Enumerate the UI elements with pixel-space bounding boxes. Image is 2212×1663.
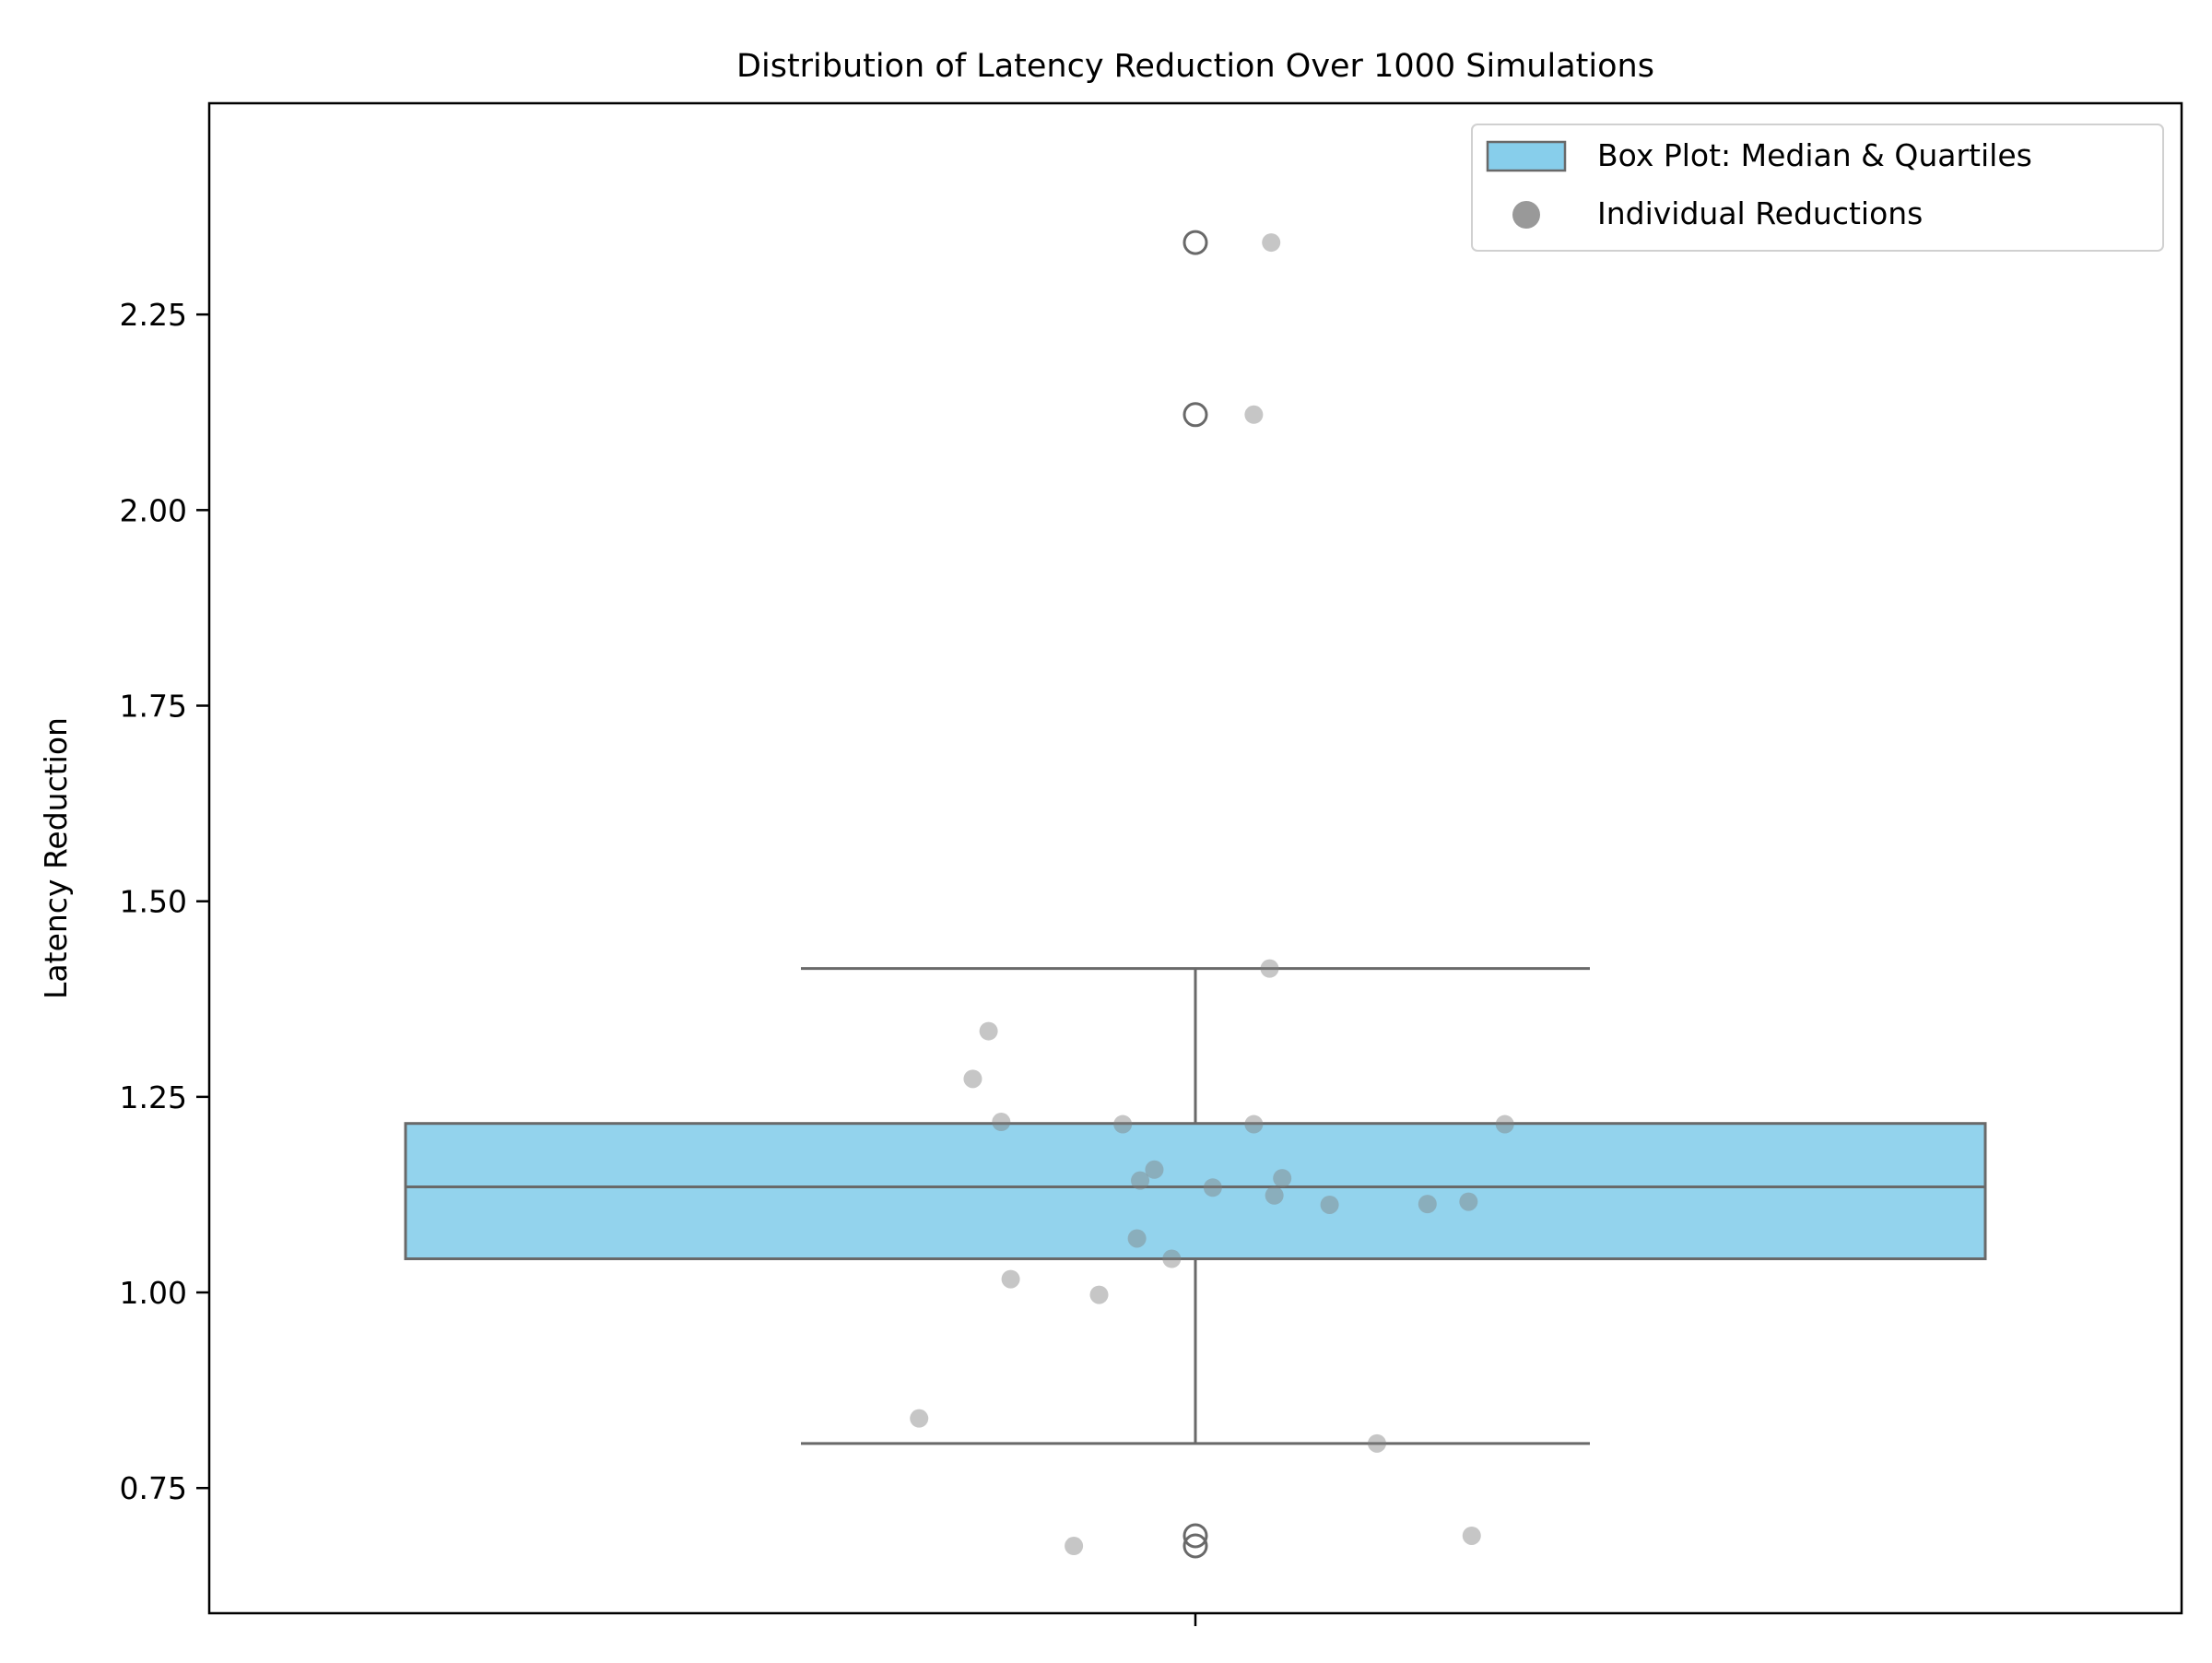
iqr-box <box>404 1122 1987 1261</box>
y-tick-label: 1.25 <box>120 1079 187 1115</box>
y-tick-label: 0.75 <box>120 1470 187 1506</box>
data-point <box>1462 1526 1481 1545</box>
y-tick-label: 1.75 <box>120 689 187 725</box>
y-axis-label: Latency Reduction <box>38 717 74 999</box>
outlier-marker <box>1182 402 1208 428</box>
data-point <box>1262 233 1281 253</box>
data-point <box>1113 1115 1133 1134</box>
legend-frame <box>1471 124 2164 252</box>
individual-points <box>910 233 1514 1556</box>
data-point <box>1273 1169 1292 1188</box>
outlier-marker <box>1182 230 1208 255</box>
y-axis: 0.75 1.00 1.25 1.50 1.75 2.00 2.25 <box>120 297 209 1506</box>
legend-label-box: Box Plot: Median & Quartiles <box>1597 137 2032 173</box>
data-point <box>1260 959 1279 978</box>
legend-point-swatch <box>1512 201 1540 229</box>
data-point <box>1089 1285 1109 1304</box>
data-point <box>1065 1537 1084 1556</box>
outlier-marker <box>1182 1523 1208 1549</box>
data-point <box>1367 1433 1386 1453</box>
data-point <box>1162 1249 1182 1268</box>
legend-box-swatch <box>1486 140 1567 172</box>
data-point <box>1320 1195 1339 1214</box>
data-point <box>1203 1178 1222 1197</box>
data-point <box>1244 1115 1264 1134</box>
data-point <box>992 1113 1011 1132</box>
y-tick-label: 1.50 <box>120 884 187 920</box>
outliers <box>1182 230 1208 1559</box>
data-point <box>1001 1269 1020 1289</box>
chart-title: Distribution of Latency Reduction Over 1… <box>736 48 1654 85</box>
data-point <box>1418 1195 1437 1214</box>
data-point <box>1495 1115 1514 1134</box>
data-point <box>1145 1160 1164 1179</box>
data-point <box>1127 1229 1147 1248</box>
box <box>404 1122 1987 1261</box>
data-point <box>1244 405 1264 424</box>
legend-label-points: Individual Reductions <box>1597 195 1923 231</box>
y-tick-label: 1.00 <box>120 1275 187 1311</box>
legend: Box Plot: Median & Quartiles Individual … <box>1471 124 2164 252</box>
data-point <box>910 1409 929 1428</box>
data-point <box>1131 1171 1150 1190</box>
data-point <box>979 1021 998 1041</box>
y-tick-label: 2.00 <box>120 492 187 528</box>
data-point <box>963 1069 982 1089</box>
outlier-marker <box>1182 1533 1208 1559</box>
data-point <box>1459 1192 1478 1211</box>
y-tick-label: 2.25 <box>120 297 187 333</box>
whiskers <box>801 967 1590 1445</box>
data-point <box>1265 1185 1284 1205</box>
